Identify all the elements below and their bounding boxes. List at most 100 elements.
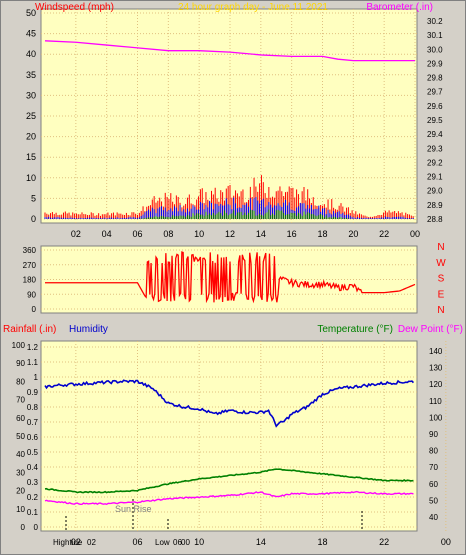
humidity-tick-label: 90 bbox=[16, 359, 25, 368]
temp-plot-area bbox=[40, 340, 418, 532]
compass-label: N bbox=[437, 305, 444, 316]
windspeed-tick-label: 35 bbox=[26, 70, 36, 80]
temp-x-tick-label: 10 bbox=[194, 537, 204, 547]
humidity-tick-label: 0 bbox=[21, 523, 26, 532]
tide-labels: Hightide 02 Low 06 00 bbox=[53, 538, 190, 547]
direction-tick-label: 180 bbox=[23, 276, 37, 285]
temperature-tick-label: 80 bbox=[429, 447, 438, 456]
barometer-line bbox=[44, 40, 415, 62]
barometer-tick-label: 29.7 bbox=[427, 88, 443, 97]
temp-x-tick-label: 00 bbox=[441, 537, 451, 547]
windspeed-tick-label: 10 bbox=[26, 173, 36, 183]
rainfall-tick-label: 0.6 bbox=[27, 433, 39, 442]
wind-x-tick-label: 18 bbox=[317, 229, 327, 239]
barometer-tick-label: 29.1 bbox=[427, 173, 443, 182]
tide-label: Hightide bbox=[53, 538, 83, 547]
windspeed-tick-label: 45 bbox=[26, 29, 36, 39]
rainfall-tick-label: 1 bbox=[34, 373, 39, 382]
windspeed-tick-label: 40 bbox=[26, 49, 36, 59]
direction-degree-axis: 0 90 180 270 360 bbox=[23, 246, 37, 314]
rainfall-tick-label: 0.7 bbox=[27, 418, 39, 427]
compass-label: E bbox=[438, 289, 445, 300]
rainfall-tick-label: 1.2 bbox=[27, 343, 39, 352]
temperature-axis-label: Temperature (°F) bbox=[317, 324, 393, 335]
compass-label: W bbox=[436, 258, 446, 269]
rainfall-tick-label: 1.1 bbox=[27, 358, 39, 367]
humidity-line bbox=[44, 379, 415, 428]
temperature-tick-label: 40 bbox=[429, 513, 438, 522]
temperature-tick-label: 100 bbox=[429, 413, 443, 422]
barometer-tick-label: 29.9 bbox=[427, 59, 443, 68]
direction-tick-label: 0 bbox=[32, 305, 37, 314]
compass-label: N bbox=[437, 242, 444, 253]
wind-x-tick-label: 22 bbox=[379, 229, 389, 239]
barometer-axis-label: Barometer (.in) bbox=[366, 2, 433, 13]
barometer-tick-label: 29.4 bbox=[427, 130, 443, 139]
barometer-axis: 28.8 28.9 29.0 29.1 29.2 29.3 29.4 29.5 29.6 29.7… bbox=[427, 17, 443, 224]
rainfall-tick-label: 0.8 bbox=[27, 403, 39, 412]
wind-x-tick-label: 16 bbox=[287, 229, 297, 239]
windspeed-tick-label: 0 bbox=[31, 214, 36, 224]
temperature-tick-label: 140 bbox=[429, 347, 443, 356]
windspeed-tick-label: 50 bbox=[26, 8, 36, 18]
barometer-tick-label: 29.2 bbox=[427, 158, 443, 167]
barometer-tick-label: 30.1 bbox=[427, 31, 443, 40]
humidity-tick-label: 100 bbox=[12, 341, 26, 350]
humidity-tick-label: 80 bbox=[16, 377, 25, 386]
dew-point-line bbox=[44, 490, 414, 506]
rainfall-tick-label: 0 bbox=[34, 523, 39, 532]
direction-tick-label: 360 bbox=[23, 246, 37, 255]
event-markers bbox=[65, 499, 363, 531]
windspeed-axis-label: Windspeed (mph) bbox=[35, 2, 114, 13]
temperature-tick-label: 70 bbox=[429, 463, 438, 472]
dew-point-axis-label: Dew Point (°F) bbox=[398, 324, 463, 335]
humidity-tick-label: 40 bbox=[16, 450, 25, 459]
barometer-tick-label: 29.3 bbox=[427, 144, 443, 153]
temp-x-tick-label: 18 bbox=[317, 537, 327, 547]
humidity-tick-label: 30 bbox=[16, 468, 25, 477]
wind-x-tick-label: 00 bbox=[410, 229, 420, 239]
temperature-tick-label: 90 bbox=[429, 430, 438, 439]
tide-label: Low bbox=[155, 538, 170, 547]
temperature-tick-label: 50 bbox=[429, 496, 438, 505]
wind-x-tick-label: 04 bbox=[102, 229, 112, 239]
rainfall-tick-label: 0.2 bbox=[27, 493, 39, 502]
barometer-tick-label: 30.2 bbox=[427, 17, 443, 26]
barometer-tick-label: 28.8 bbox=[427, 215, 443, 224]
barometer-tick-label: 29.6 bbox=[427, 102, 443, 111]
wind-direction-line bbox=[45, 251, 416, 304]
humidity-tick-label: 50 bbox=[16, 432, 25, 441]
temperature-tick-label: 110 bbox=[429, 397, 442, 406]
wind-x-tick-label: 10 bbox=[194, 229, 204, 239]
temp-x-tick-label: 02 bbox=[71, 537, 81, 547]
humidity-tick-label: 20 bbox=[16, 487, 25, 496]
wind-x-tick-label: 02 bbox=[71, 229, 81, 239]
compass-label: S bbox=[438, 274, 445, 285]
direction-tick-label: 90 bbox=[27, 290, 36, 299]
humidity-axis: 0 10 20 30 40 50 60 70 80 90 100 bbox=[12, 341, 26, 532]
barometer-tick-label: 29.0 bbox=[427, 187, 443, 196]
humidity-tick-label: 10 bbox=[16, 505, 25, 514]
wind-x-tick-label: 14 bbox=[256, 229, 266, 239]
temperature-axis: 40 50 60 70 80 90 100 110 120 130 140 bbox=[429, 347, 443, 522]
barometer-tick-label: 28.9 bbox=[427, 201, 443, 210]
tide-label: 00 bbox=[181, 538, 190, 547]
sunrise-annotation: Sun Rise bbox=[115, 504, 152, 514]
temperature-tick-label: 130 bbox=[429, 364, 443, 373]
temp-x-tick-label: 22 bbox=[379, 537, 389, 547]
humidity-tick-label: 70 bbox=[16, 396, 25, 405]
temperature-tick-label: 60 bbox=[429, 480, 438, 489]
wind-x-tick-label: 20 bbox=[348, 229, 358, 239]
tide-label: 06 bbox=[173, 538, 182, 547]
barometer-tick-label: 29.5 bbox=[427, 116, 443, 125]
wind-series bbox=[44, 175, 414, 219]
windspeed-tick-label: 5 bbox=[31, 193, 36, 203]
temp-x-tick-label: 06 bbox=[132, 537, 142, 547]
temp-x-tick-label: 14 bbox=[256, 537, 266, 547]
wind-plot-area bbox=[40, 8, 418, 224]
humidity-tick-label: 60 bbox=[16, 414, 25, 423]
temperature-tick-label: 120 bbox=[429, 380, 443, 389]
humidity-axis-label: Humidity bbox=[69, 324, 108, 335]
